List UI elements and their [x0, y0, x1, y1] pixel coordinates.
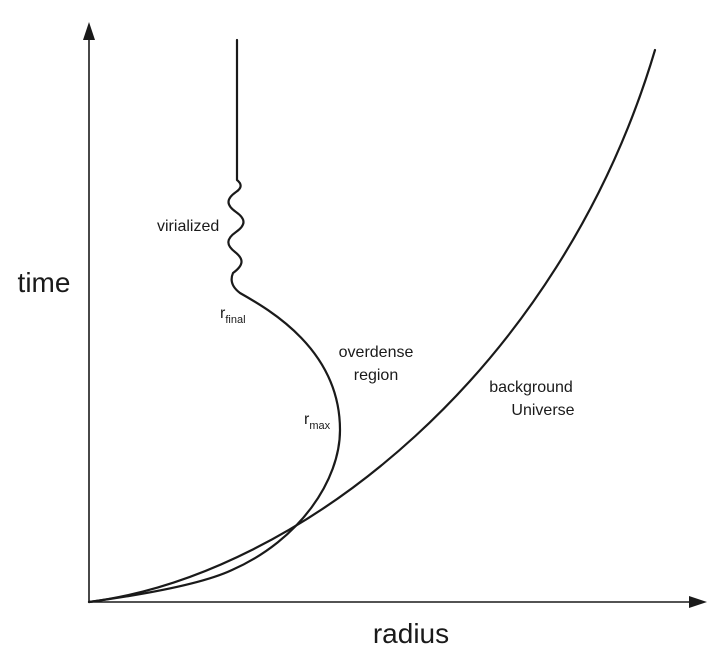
y-axis-label: time	[18, 267, 71, 298]
r-max-label: rmax	[304, 411, 331, 432]
r-final-base: r	[220, 305, 226, 322]
overdense-label-line1: overdense	[339, 344, 414, 361]
overdense-label-line2: region	[354, 367, 398, 384]
virialized-label: virialized	[157, 218, 219, 235]
r-max-subscript: max	[309, 420, 330, 432]
r-final-subscript: final	[225, 314, 245, 326]
r-final-label: rfinal	[220, 305, 246, 326]
x-axis-label: radius	[373, 618, 449, 649]
r-max-base: r	[304, 411, 310, 428]
background-universe-curve	[87, 48, 657, 604]
y-axis-arrowhead	[83, 22, 95, 40]
background-label-line1: background	[489, 379, 573, 396]
x-axis-arrowhead	[689, 596, 707, 608]
overdense-region-curve	[87, 38, 342, 604]
background-label-line2: Universe	[511, 402, 574, 419]
